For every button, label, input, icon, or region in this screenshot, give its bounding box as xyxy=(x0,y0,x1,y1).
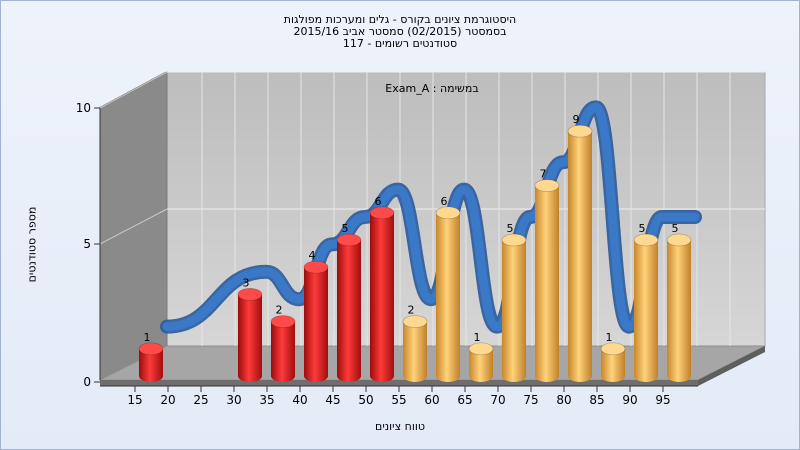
x-tick-label: 55 xyxy=(391,393,406,407)
bar-top-35 xyxy=(270,315,296,328)
bar-value-label: 4 xyxy=(309,249,316,262)
x-tick-label: 25 xyxy=(193,393,208,407)
bar-base-90 xyxy=(634,370,658,382)
bar-top-90 xyxy=(633,233,659,247)
x-tick-label: 30 xyxy=(226,393,241,407)
bar-value-label: 9 xyxy=(573,113,580,126)
bar-45 xyxy=(337,240,361,376)
bar-90 xyxy=(634,240,658,376)
bar-75 xyxy=(535,185,559,376)
bar-50 xyxy=(370,212,394,376)
bar-base-75 xyxy=(535,370,559,382)
x-tick-label: 75 xyxy=(523,393,538,407)
x-tick-label: 65 xyxy=(457,393,472,407)
bar-top-45 xyxy=(336,233,362,247)
x-tick-label: 95 xyxy=(655,393,670,407)
bar-95 xyxy=(667,240,691,376)
bar-top-85 xyxy=(600,342,626,356)
bar-base-35 xyxy=(271,370,295,382)
bar-top-70 xyxy=(501,233,527,247)
bar-70 xyxy=(502,240,526,376)
bar-35 xyxy=(271,321,295,376)
x-tick-label: 45 xyxy=(325,393,340,407)
floor-right-edge xyxy=(698,346,765,386)
bar-base-60 xyxy=(436,370,460,382)
bar-base-15 xyxy=(139,370,163,382)
bar-base-85 xyxy=(601,370,625,382)
y-tick-label: 10 xyxy=(76,101,91,115)
bar-value-label: 5 xyxy=(672,222,679,235)
bar-top-75 xyxy=(534,179,560,192)
bar-value-label: 6 xyxy=(375,195,382,208)
bar-value-label: 5 xyxy=(342,222,349,235)
bar-top-55 xyxy=(402,315,428,328)
x-tick-label: 90 xyxy=(622,393,637,407)
bar-30 xyxy=(238,294,262,376)
x-tick-label: 35 xyxy=(259,393,274,407)
bar-base-55 xyxy=(403,370,427,382)
bar-value-label: 5 xyxy=(639,222,646,235)
gridline-side xyxy=(99,208,168,245)
x-tick-label: 70 xyxy=(490,393,505,407)
chart-title-line3: סטודנטים רשומים - 117 xyxy=(342,37,458,50)
bar-base-70 xyxy=(502,370,526,382)
bar-base-80 xyxy=(568,370,592,382)
x-tick-label: 15 xyxy=(127,393,142,407)
chart-title-line1: היסטוגרמת ציונים בקורס - גלים ומערכות מפ… xyxy=(283,13,517,26)
x-tick-label: 85 xyxy=(589,393,604,407)
bar-top-65 xyxy=(468,342,494,356)
bar-base-50 xyxy=(370,370,394,382)
bar-base-95 xyxy=(667,370,691,382)
bar-base-45 xyxy=(337,370,361,382)
bar-top-50 xyxy=(369,206,395,220)
bar-60 xyxy=(436,212,460,376)
x-tick-label: 60 xyxy=(424,393,439,407)
chart-annotation: Exam_A : במשימה xyxy=(385,82,478,95)
x-tick-label: 40 xyxy=(292,393,307,407)
bar-value-label: 5 xyxy=(507,222,514,235)
x-tick-label: 50 xyxy=(358,393,373,407)
bar-top-80 xyxy=(567,124,593,138)
x-axis-label: טווח ציונים xyxy=(375,420,425,433)
bar-value-label: 2 xyxy=(276,304,283,317)
floor xyxy=(99,345,766,381)
bar-value-label: 1 xyxy=(474,331,481,344)
bar-55 xyxy=(403,321,427,376)
bar-value-label: 7 xyxy=(540,168,547,181)
x-tick-label: 20 xyxy=(160,393,175,407)
bar-40 xyxy=(304,267,328,376)
bar-top-95 xyxy=(666,233,692,247)
x-tick-label: 80 xyxy=(556,393,571,407)
bar-base-30 xyxy=(238,370,262,382)
gridline-side xyxy=(99,71,168,109)
bar-value-label: 1 xyxy=(144,331,151,344)
bar-value-label: 6 xyxy=(441,195,448,208)
bar-value-label: 1 xyxy=(606,331,613,344)
bar-top-40 xyxy=(303,260,329,274)
bar-top-15 xyxy=(138,342,164,356)
bar-top-60 xyxy=(435,206,461,220)
bar-base-65 xyxy=(469,370,493,382)
y-tick-label: 5 xyxy=(83,237,91,251)
y-tick-label: 0 xyxy=(83,375,91,389)
y-axis-label: מספר סטודנטים xyxy=(25,206,39,283)
bar-top-30 xyxy=(237,288,263,301)
bar-80 xyxy=(568,131,592,376)
bar-value-label: 3 xyxy=(243,276,250,289)
chart-title-line2: בסמסטר (02/2015) סמסטר אביב 2015/16 xyxy=(293,25,507,38)
bar-base-40 xyxy=(304,370,328,382)
bar-value-label: 2 xyxy=(408,304,415,317)
